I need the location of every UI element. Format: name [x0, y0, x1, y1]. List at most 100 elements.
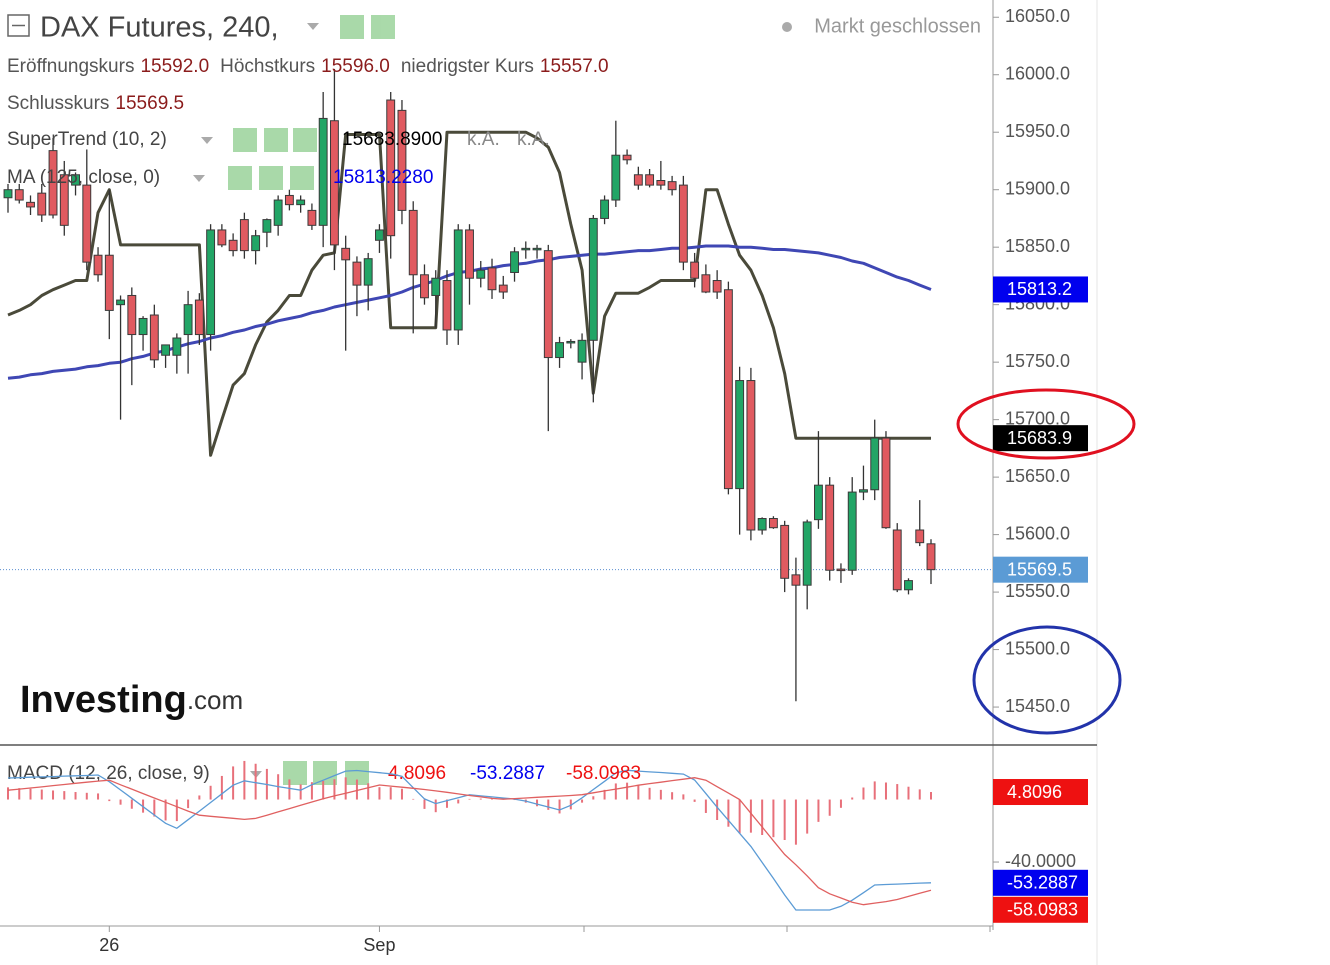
x-tick-label: Sep — [363, 935, 395, 955]
y-tick-label: 15650.0 — [1005, 466, 1070, 486]
indicator-icon[interactable] — [264, 128, 288, 152]
histogram-bar — [839, 799, 842, 808]
candle-body — [228, 239, 238, 252]
y-tick-label: 15850.0 — [1005, 236, 1070, 256]
indicator-icon[interactable] — [290, 166, 314, 190]
status-dot — [782, 22, 792, 32]
candle-body — [847, 491, 857, 571]
candle-body — [127, 294, 137, 336]
x-tick-label: 26 — [99, 935, 119, 955]
candle-body — [59, 174, 69, 226]
candle-body — [465, 229, 474, 279]
histogram-bar — [412, 798, 415, 800]
candle-body — [577, 339, 587, 363]
candle-body — [161, 344, 171, 356]
histogram-bar — [310, 782, 313, 800]
histogram-bar — [558, 799, 561, 814]
histogram-bar — [738, 799, 741, 834]
histogram-bar — [175, 799, 178, 822]
candle-body — [172, 337, 182, 356]
histogram-bar — [434, 799, 437, 813]
candle-body — [116, 299, 126, 306]
histogram-bar — [783, 799, 786, 840]
histogram-bar — [63, 791, 66, 800]
histogram-bar — [355, 779, 358, 800]
y-tick-label: 15500.0 — [1005, 638, 1070, 658]
histogram-bar — [536, 799, 539, 807]
price-tag-label: 15683.9 — [1007, 428, 1072, 448]
dropdown-arrow[interactable] — [193, 175, 205, 182]
histogram-bar — [592, 796, 595, 800]
dropdown-arrow[interactable] — [307, 23, 319, 30]
candle-body — [262, 219, 272, 233]
dropdown-arrow[interactable] — [201, 137, 213, 144]
histogram-bar — [873, 781, 876, 800]
logo-main: Investing — [20, 679, 187, 721]
indicator-icon[interactable] — [228, 166, 252, 190]
indicator-icon[interactable] — [340, 15, 364, 39]
histogram-bar — [659, 789, 662, 800]
candle-body — [431, 277, 441, 296]
histogram-bar — [423, 799, 426, 809]
candle-body — [521, 247, 531, 251]
histogram-bar — [322, 780, 325, 800]
histogram-bar — [344, 777, 347, 800]
candle-body — [48, 150, 58, 216]
candle-body — [375, 229, 384, 241]
ohlc-label: Eröffnungskurs — [7, 56, 134, 77]
candle-body — [307, 209, 317, 226]
histogram-bar — [333, 779, 336, 800]
indicator-icon[interactable] — [293, 128, 317, 152]
candle-body — [813, 484, 823, 521]
candle-body — [926, 543, 936, 571]
price-tag — [993, 896, 1088, 923]
candle-body — [735, 380, 745, 490]
histogram-bar — [40, 789, 43, 800]
histogram-bar — [378, 787, 381, 800]
candle-body — [251, 235, 261, 252]
indicator-legend-value: 15683.8900 — [342, 129, 442, 150]
indicator-icon[interactable] — [259, 166, 283, 190]
candle-body — [600, 199, 610, 219]
histogram-bar — [220, 775, 223, 800]
histogram-bar — [85, 792, 88, 800]
candle-body — [532, 247, 542, 251]
histogram-bar — [479, 798, 482, 800]
ohlc-value: 15569.5 — [115, 93, 184, 114]
logo-suffix: .com — [187, 685, 243, 715]
candle-body — [757, 518, 767, 531]
candle-body — [363, 258, 373, 286]
ohlc-legend: Schlusskurs 15569.5 — [7, 93, 184, 114]
price-tag-label: -53.2887 — [1007, 873, 1078, 893]
indicator-icon[interactable] — [283, 761, 307, 785]
candle-body — [104, 254, 114, 311]
histogram-bar — [187, 799, 190, 809]
ohlc-value: 15596.0 — [321, 56, 390, 77]
candle-body — [712, 280, 722, 293]
indicator-icon[interactable] — [313, 761, 337, 785]
ohlc-value: 15557.0 — [540, 56, 609, 77]
price-tag-label: -58.0983 — [1007, 900, 1078, 920]
candle-body — [296, 199, 306, 206]
histogram-bar — [716, 799, 719, 820]
candle-body — [622, 154, 632, 161]
histogram-bar — [108, 799, 111, 802]
candle-body — [870, 437, 880, 491]
price-tag — [993, 779, 1088, 806]
candle-body — [149, 314, 159, 361]
candle-body — [701, 274, 711, 293]
candle-body — [138, 317, 148, 336]
indicator-icon[interactable] — [371, 15, 395, 39]
histogram-bar — [794, 799, 797, 845]
price-tag — [993, 556, 1088, 583]
indicator-icon[interactable] — [233, 128, 257, 152]
histogram-bar — [457, 799, 460, 804]
candle-body — [723, 289, 733, 490]
histogram-bar — [637, 785, 640, 800]
collapse-icon[interactable] — [7, 14, 30, 37]
candle-body — [273, 199, 283, 226]
histogram-bar — [18, 788, 21, 800]
histogram-bar — [288, 779, 291, 800]
unlabeled-time-ticks — [583, 926, 991, 932]
